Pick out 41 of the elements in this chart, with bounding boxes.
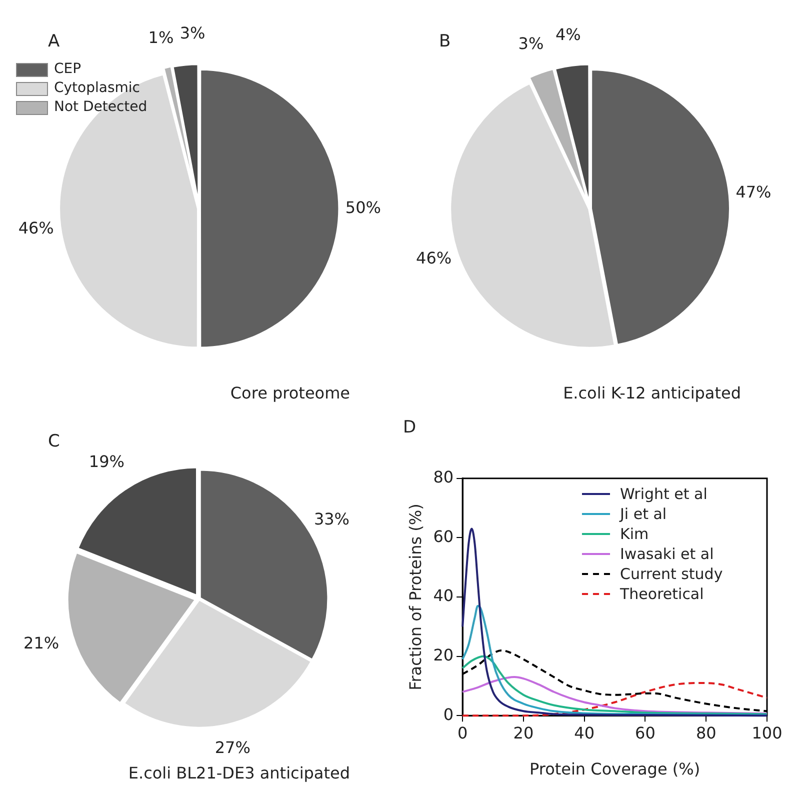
chart-title: A: [48, 32, 60, 52]
data-label: 1%: [148, 28, 174, 47]
x-axis-title: Protein Coverage (%): [529, 760, 700, 779]
legend-label: Wright et al: [620, 484, 708, 504]
y-tick-label: 0: [443, 704, 454, 724]
x-tick-label: 40: [574, 723, 595, 742]
chart-title: C: [48, 432, 60, 452]
legend-label: Iwasaki et al: [620, 544, 714, 564]
legend-label: Cytoplasmic: [54, 79, 140, 98]
legend-label: Current study: [620, 564, 723, 584]
legend-label: Not Detected: [54, 98, 148, 117]
data-label: 27%: [214, 738, 250, 758]
data-label: 33%: [314, 509, 350, 528]
data-label: 46%: [18, 218, 54, 238]
legend-label: Ji et al: [620, 504, 667, 524]
data-label: 19%: [88, 452, 124, 471]
x-tick-label: 100: [752, 723, 782, 742]
text: E.coli K-12 anticipated: [563, 384, 741, 403]
text: E.coli BL21-DE3 anticipated: [128, 764, 350, 783]
chart-title: D: [403, 418, 416, 438]
y-tick-label: 20: [433, 645, 454, 664]
x-tick-label: 20: [513, 723, 534, 742]
data-label: 4%: [555, 24, 581, 44]
x-tick-label: 80: [696, 723, 716, 742]
y-tick-label: 80: [433, 468, 454, 487]
y-axis-title: Fraction of Proteins (%): [406, 504, 425, 690]
text: Core proteome: [230, 384, 350, 403]
data-label: 50%: [345, 198, 381, 217]
data-label: 3%: [180, 23, 206, 42]
y-tick-label: 60: [433, 526, 454, 546]
y-tick-label: 40: [433, 586, 454, 606]
data-label: 46%: [416, 248, 452, 268]
legend-label: Kim: [620, 524, 649, 544]
x-tick-label: 0: [457, 723, 468, 742]
legend-label: CEP: [54, 60, 82, 79]
chart-title: B: [439, 32, 451, 52]
x-tick-label: 60: [635, 723, 656, 742]
legend-label: Theoretical: [620, 584, 704, 604]
data-label: 47%: [736, 182, 772, 202]
data-label: 21%: [24, 634, 60, 653]
data-label: 3%: [518, 34, 544, 53]
